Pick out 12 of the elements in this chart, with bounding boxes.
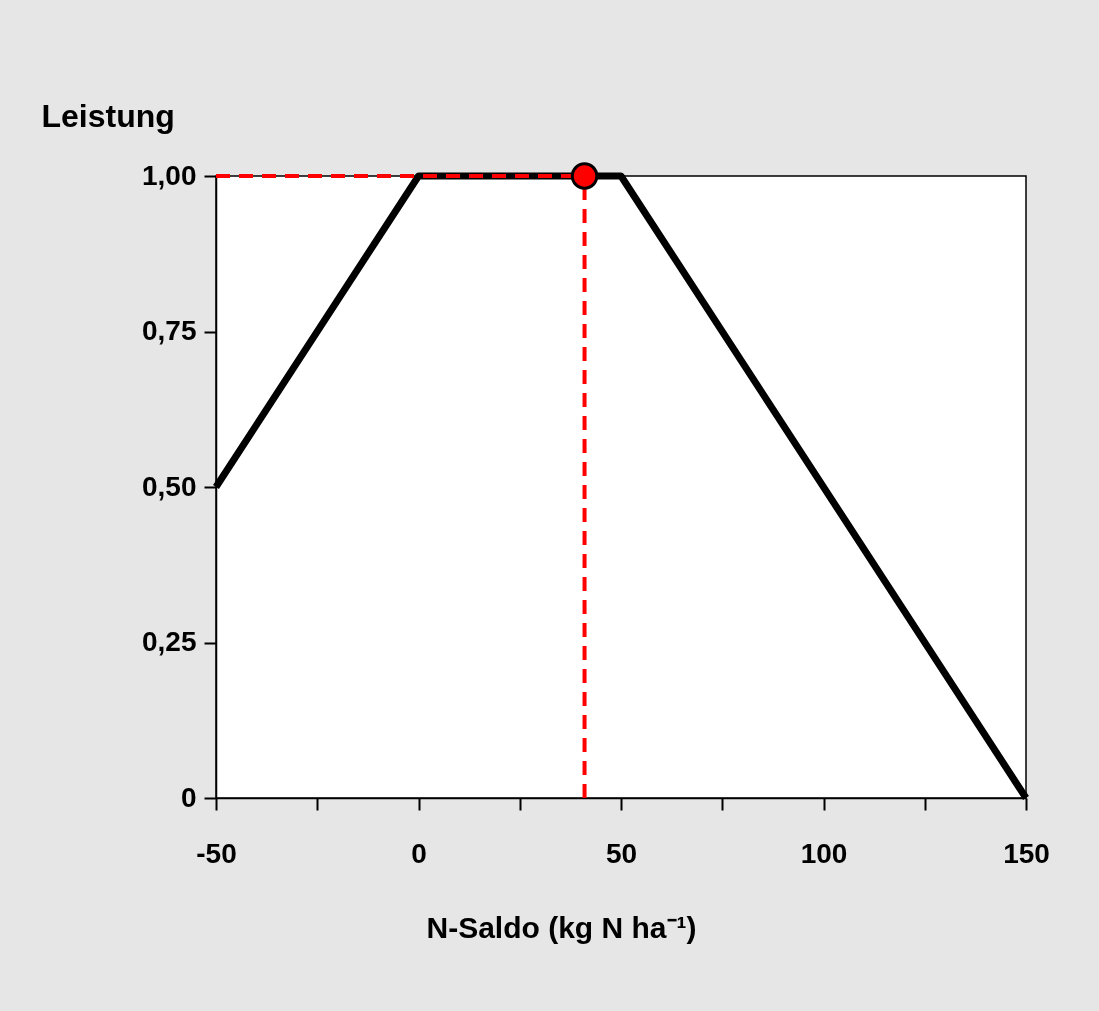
x-tick-label: 150 xyxy=(1003,837,1050,869)
y-tick-label: 0,25 xyxy=(142,626,197,657)
y-tick-label: 0,75 xyxy=(142,315,197,346)
x-tick-label: 0 xyxy=(411,837,427,869)
x-tick-label: 100 xyxy=(800,837,848,869)
y-tick-label: 0 xyxy=(180,781,197,813)
x-tick-label: 50 xyxy=(605,837,638,869)
y-tick-label: 0,50 xyxy=(142,470,197,502)
x-tick-label: -50 xyxy=(196,837,237,869)
y-axis-title: Leistung xyxy=(41,97,175,134)
x-axis-title: N-Saldo (kg N ha⁻¹) xyxy=(426,910,697,944)
y-tick-label: 1,00 xyxy=(142,159,197,191)
